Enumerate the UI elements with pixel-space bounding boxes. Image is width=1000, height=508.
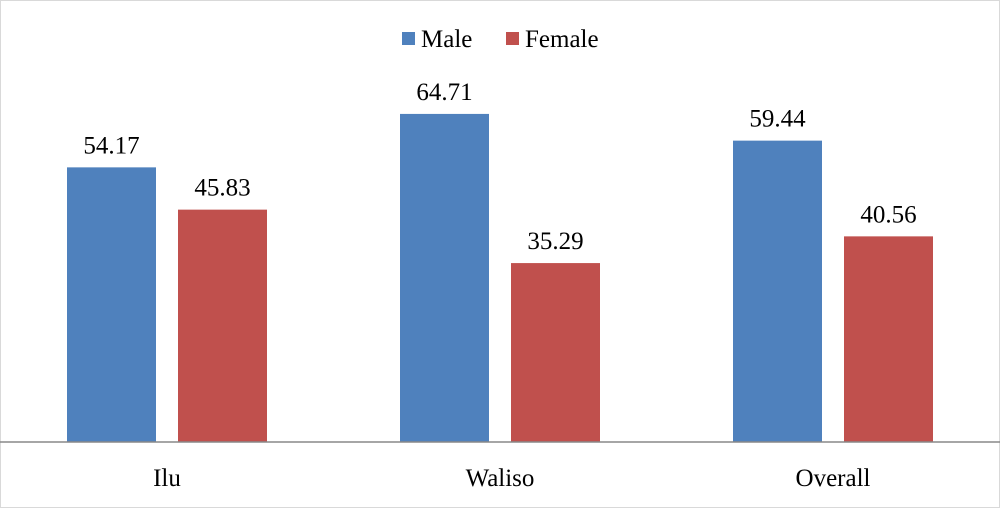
data-label-female-ilu: 45.83 — [194, 175, 250, 202]
data-label-female-waliso: 35.29 — [527, 228, 583, 255]
legend: Male Female — [402, 26, 599, 53]
bar-male-ilu — [67, 167, 156, 442]
x-tick-label-overall: Overall — [796, 465, 871, 492]
bars-group — [67, 113, 933, 443]
x-tick-label-ilu: Ilu — [153, 465, 181, 492]
bar-male-waliso — [400, 113, 489, 443]
legend-swatch-male — [402, 32, 415, 45]
data-label-male-overall: 59.44 — [749, 106, 806, 133]
bar-female-overall — [844, 236, 933, 442]
legend-label-female: Female — [525, 26, 599, 53]
data-label-female-overall: 40.56 — [860, 201, 916, 228]
data-label-male-waliso: 64.71 — [416, 79, 472, 106]
bar-female-waliso — [511, 263, 600, 442]
data-labels-group: 54.17 45.83 64.71 35.29 59.44 40.56 — [83, 79, 916, 255]
x-tick-labels-group: Ilu Waliso Overall — [153, 465, 870, 492]
bar-male-overall — [733, 140, 822, 442]
legend-swatch-female — [506, 32, 519, 45]
data-label-male-ilu: 54.17 — [83, 132, 139, 159]
bar-female-ilu — [178, 209, 267, 442]
legend-label-male: Male — [421, 26, 472, 53]
x-tick-label-waliso: Waliso — [466, 465, 535, 492]
